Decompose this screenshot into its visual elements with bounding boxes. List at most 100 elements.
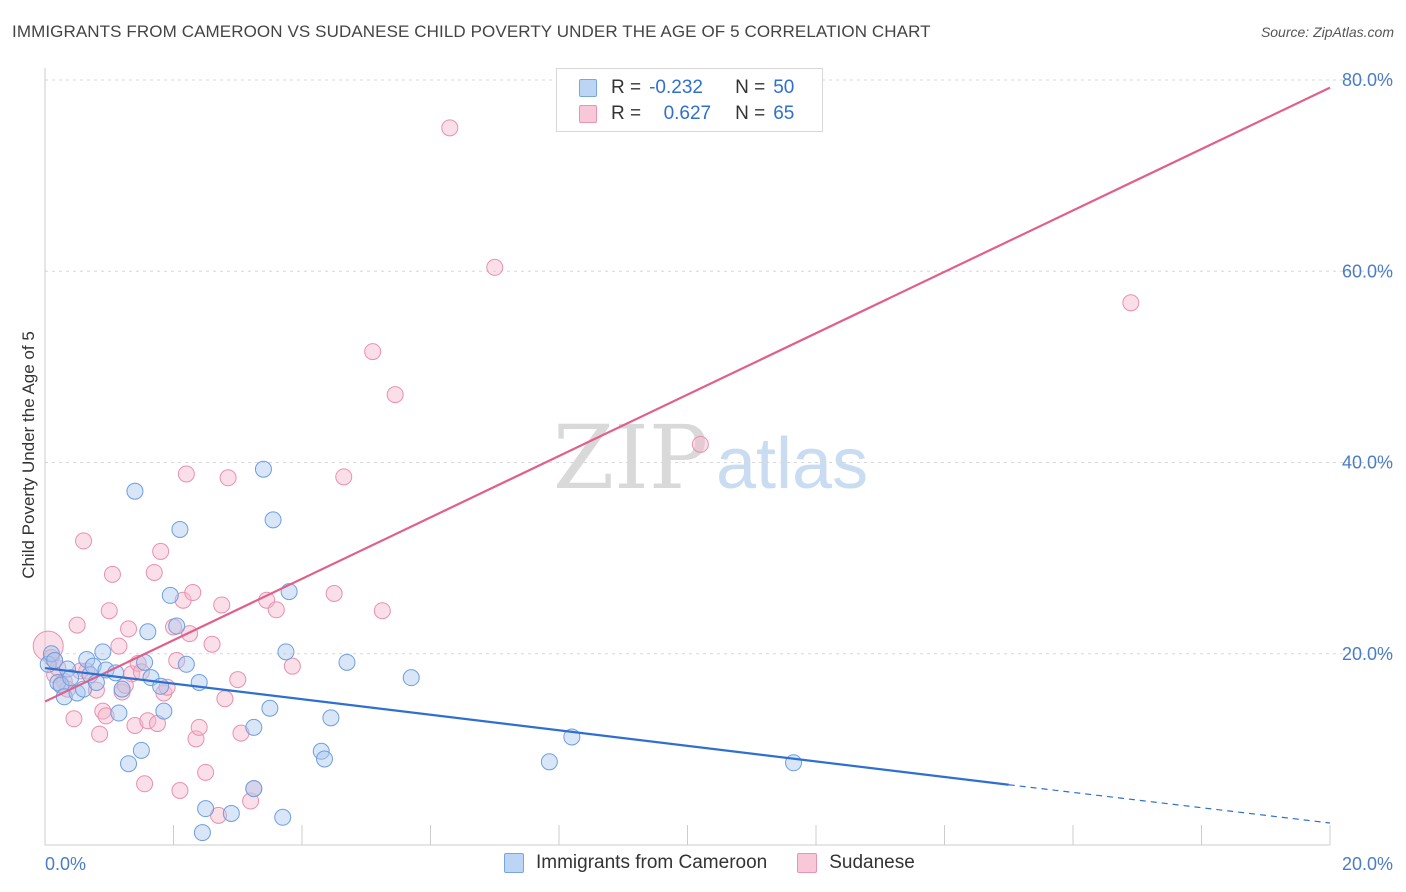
legend-swatch-cameroon <box>579 79 597 97</box>
legend: R = -0.232 N = 50 R = 0.627 N = 65 <box>556 68 823 132</box>
chart-title: IMMIGRANTS FROM CAMEROON VS SUDANESE CHI… <box>12 22 931 41</box>
sudanese-point <box>110 637 128 655</box>
sudanese-point <box>100 602 118 620</box>
bottom-legend-swatch-cameroon <box>504 853 524 873</box>
sudanese-point <box>139 712 157 730</box>
legend-swatch-sudanese <box>579 105 597 123</box>
sudanese-point <box>91 725 109 743</box>
cameroon-point <box>155 702 173 720</box>
sudanese-point <box>486 258 504 276</box>
sudanese-point <box>325 585 343 603</box>
bottom-legend-item-cameroon: Immigrants from Cameroon <box>504 852 767 874</box>
legend-r-label: R = <box>611 77 642 98</box>
cameroon-point <box>110 704 128 722</box>
bottom-legend-swatch-sudanese <box>797 853 818 873</box>
sudanese-trend-line <box>44 86 1331 703</box>
cameroon-point <box>132 741 150 759</box>
cameroon-point <box>177 655 195 673</box>
y-axis-label: Child Poverty Under the Age of 5 <box>19 331 38 579</box>
sudanese-point <box>229 671 247 689</box>
sudanese-point <box>1122 294 1140 312</box>
cameroon-point <box>62 669 80 687</box>
legend-r-label: R = <box>611 103 642 124</box>
cameroon-trend-extension <box>1008 784 1331 824</box>
cameroon-points <box>39 460 803 842</box>
sudanese-point <box>213 596 231 614</box>
cameroon-point <box>222 804 240 822</box>
tick-labels: 20.0% 40.0% 60.0% 80.0% 0.0% 20.0% <box>45 70 1393 874</box>
cameroon-point <box>168 617 186 635</box>
cameroon-point <box>274 808 292 826</box>
watermark-zip: ZIP <box>553 406 708 509</box>
legend-n-value: 50 <box>773 77 795 98</box>
sudanese-point <box>168 651 186 669</box>
sudanese-point <box>335 468 353 486</box>
cameroon-point <box>120 755 138 773</box>
sudanese-point <box>386 386 404 404</box>
axes <box>44 68 1331 846</box>
legend-n-label: N = <box>735 103 766 124</box>
bottom-legend: Immigrants from Cameroon Sudanese <box>504 852 945 874</box>
cameroon-point <box>126 482 144 500</box>
cameroon-point <box>254 460 272 478</box>
cameroon-point <box>322 709 340 727</box>
cameroon-point <box>261 699 279 717</box>
source-label: Source: ZipAtlas.com <box>1260 24 1394 40</box>
sudanese-point <box>97 707 115 725</box>
watermark-atlas: atlas <box>716 424 868 504</box>
sudanese-point <box>691 435 709 453</box>
trend-lines <box>44 86 1331 824</box>
sudanese-point <box>126 716 144 734</box>
cameroon-point <box>49 673 67 691</box>
cameroon-point <box>277 643 295 661</box>
legend-r-value: -0.232 <box>649 77 703 98</box>
sudanese-point <box>219 469 237 487</box>
cameroon-trend-line <box>44 667 1009 786</box>
cameroon-point <box>94 643 112 661</box>
bottom-legend-label-cameroon: Immigrants from Cameroon <box>536 852 768 873</box>
watermark: ZIP atlas <box>553 406 868 509</box>
sudanese-point <box>152 542 170 560</box>
cameroon-point <box>245 780 263 798</box>
sudanese-point <box>136 775 154 793</box>
sudanese-point <box>65 710 83 728</box>
bottom-legend-label-sudanese: Sudanese <box>829 852 915 873</box>
gridlines <box>45 79 1392 655</box>
y-tick-label: 20.0% <box>1342 644 1393 664</box>
bottom-legend-item-sudanese: Sudanese <box>797 852 915 874</box>
cameroon-point <box>315 750 333 768</box>
sudanese-point <box>283 657 301 675</box>
legend-row-sudanese: R = 0.627 N = 65 <box>579 102 794 126</box>
sudanese-points <box>32 119 1140 824</box>
legend-row-cameroon: R = -0.232 N = 50 <box>579 76 794 100</box>
cameroon-point <box>161 586 179 604</box>
cameroon-point <box>197 800 215 818</box>
y-tick-label: 80.0% <box>1342 70 1393 90</box>
sudanese-point <box>68 616 86 634</box>
sudanese-point <box>441 119 459 137</box>
sudanese-point <box>120 620 138 638</box>
sudanese-point <box>216 690 234 708</box>
cameroon-point <box>264 511 282 529</box>
sudanese-point <box>364 343 382 361</box>
sudanese-point <box>103 565 121 583</box>
legend-n-value: 65 <box>773 103 795 124</box>
legend-n-label: N = <box>735 77 766 98</box>
legend-r-value: 0.627 <box>663 103 712 124</box>
cameroon-point <box>402 669 420 687</box>
cameroon-point <box>245 718 263 736</box>
cameroon-point <box>113 680 131 698</box>
sudanese-point <box>190 718 208 736</box>
sudanese-point <box>203 635 221 653</box>
sudanese-point <box>75 532 93 550</box>
cameroon-point <box>171 520 189 538</box>
sudanese-point <box>267 601 285 619</box>
cameroon-point <box>193 824 211 842</box>
sudanese-point <box>171 781 189 799</box>
x-tick-label: 0.0% <box>45 854 86 874</box>
x-tick-label: 20.0% <box>1342 854 1393 874</box>
sudanese-point <box>373 602 391 620</box>
sudanese-point <box>197 763 215 781</box>
sudanese-point <box>177 465 195 483</box>
